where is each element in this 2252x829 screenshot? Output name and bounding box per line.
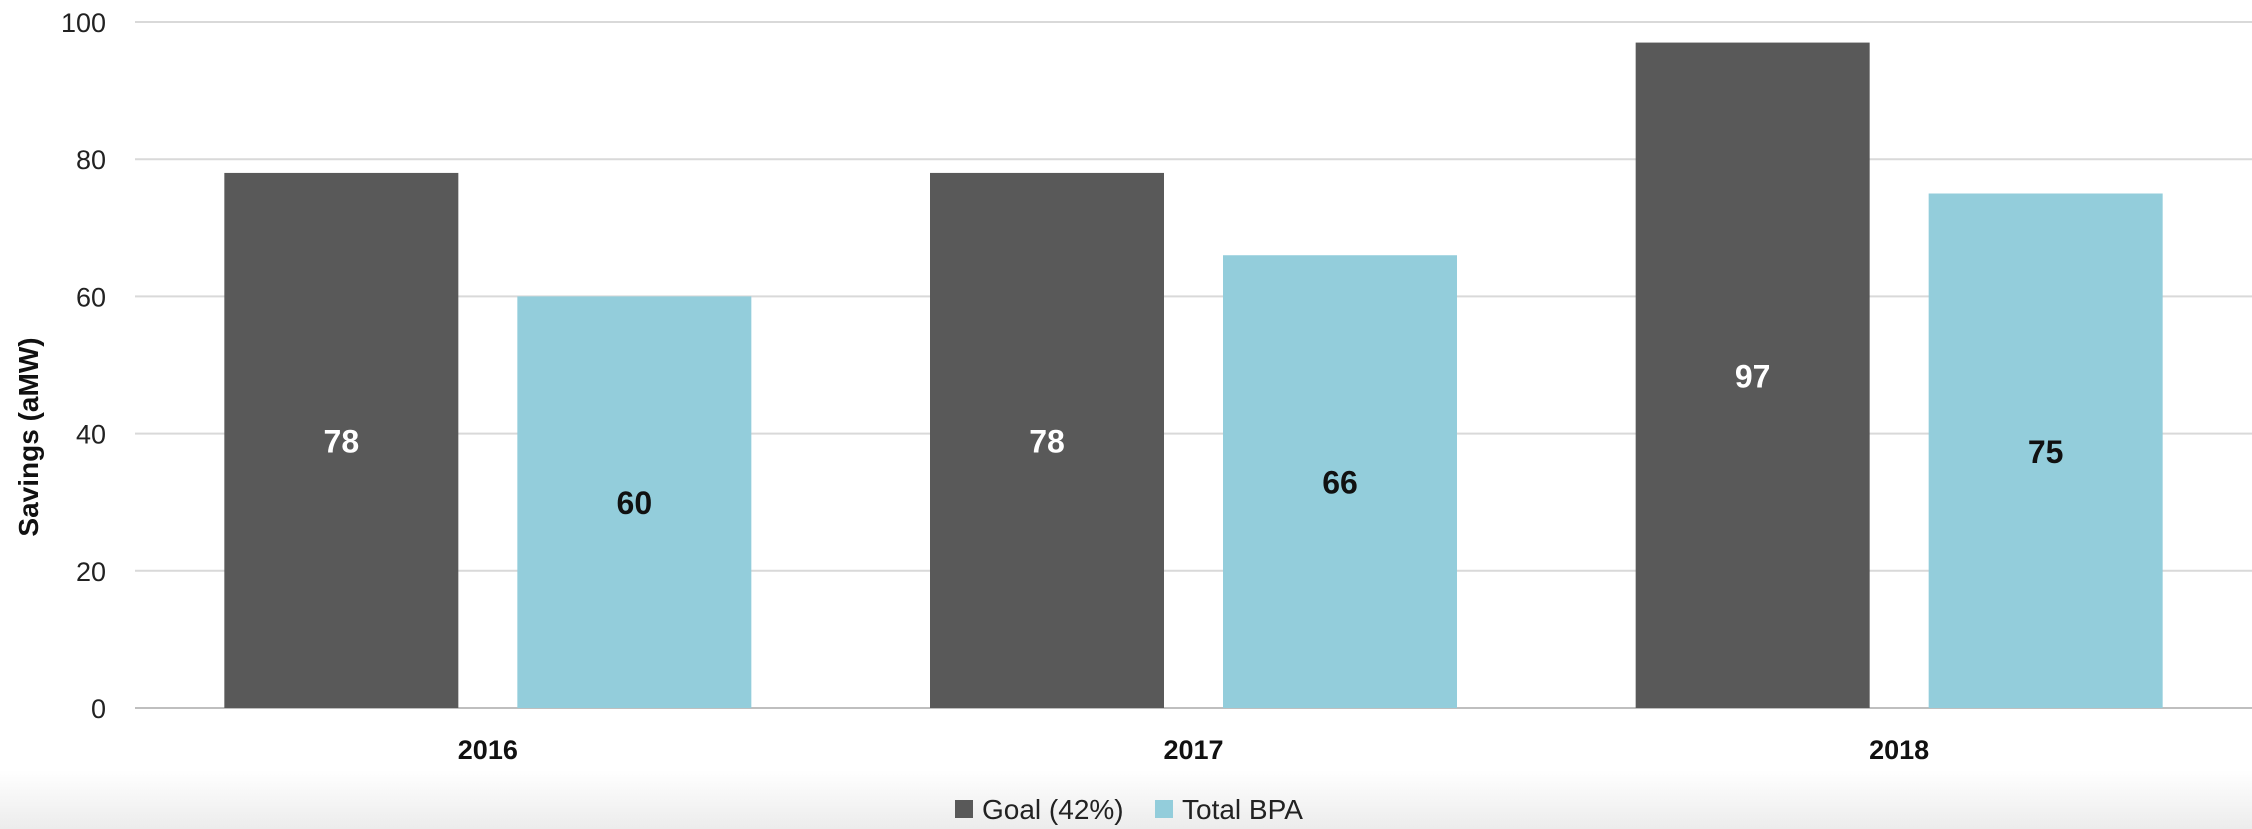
y-tick-label: 40 (76, 420, 106, 450)
bar-value-label: 97 (1735, 358, 1771, 394)
y-tick-label: 60 (76, 282, 106, 312)
bar-value-label: 78 (1029, 423, 1065, 459)
y-tick-label: 0 (91, 694, 106, 724)
legend-swatch (1155, 800, 1173, 818)
bar-value-label: 66 (1322, 465, 1358, 501)
bar (1928, 193, 2163, 708)
y-tick-label: 80 (76, 145, 106, 175)
y-tick-label: 100 (61, 8, 106, 38)
legend-item: Total BPA (1155, 794, 1303, 825)
bar-value-labels: 78 60 78 66 97 75 (324, 358, 2064, 521)
bars (224, 42, 2163, 709)
y-tick-label: 20 (76, 557, 106, 587)
legend-label: Total BPA (1182, 794, 1303, 825)
bar (1635, 42, 1870, 708)
bottom-shade (0, 770, 2252, 829)
bar (930, 172, 1164, 709)
x-tick-label: 2016 (458, 735, 518, 765)
legend-item: Goal (42%) (955, 794, 1124, 825)
y-axis-title: Savings (aMW) (13, 337, 44, 536)
bar (517, 296, 752, 708)
bar-value-label: 78 (324, 423, 360, 459)
bar (224, 172, 459, 709)
x-axis-ticks: 2016 2017 2018 (458, 735, 1929, 765)
y-axis-ticks: 0 20 40 60 80 100 (61, 8, 106, 724)
legend-swatch (955, 800, 973, 818)
bar-value-label: 75 (2028, 434, 2064, 470)
x-tick-label: 2018 (1869, 735, 1929, 765)
legend-label: Goal (42%) (982, 794, 1124, 825)
x-tick-label: 2017 (1163, 735, 1223, 765)
legend: Goal (42%) Total BPA (955, 794, 1303, 825)
bar-value-label: 60 (617, 485, 653, 521)
gridlines (135, 21, 2252, 709)
bar (1223, 255, 1457, 709)
